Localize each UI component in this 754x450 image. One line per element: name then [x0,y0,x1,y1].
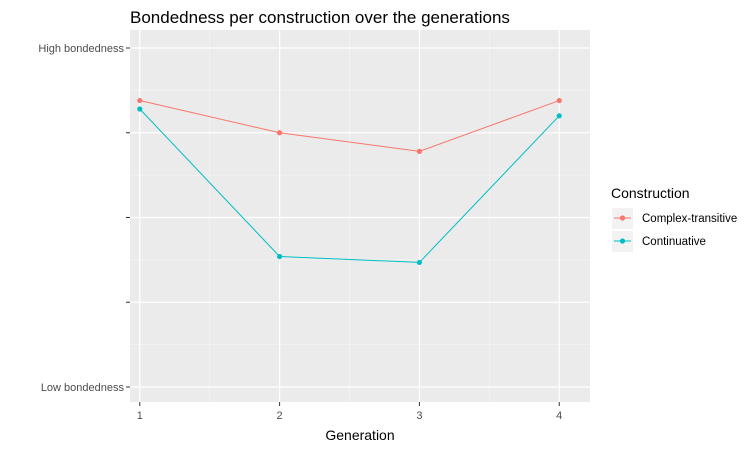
data-point [137,106,143,112]
data-point [556,113,562,119]
data-point [277,253,283,260]
legend-items: Complex-transitive Continuative [612,208,737,252]
plot-panel [130,30,590,402]
major-gridlines [130,30,590,402]
y-tick-label: Low bondedness [41,382,125,394]
data-point [416,259,423,266]
legend-title: Construction [611,185,690,201]
x-axis: 1 2 3 4 [137,402,562,422]
data-point [277,130,283,136]
y-axis: Low bondedness High bondedness [38,43,130,394]
legend: Construction Complex-transitive Continuat… [611,185,737,252]
x-axis-title: Generation [325,427,394,443]
legend-key-point [619,238,626,244]
x-tick-label: 4 [556,410,562,422]
legend-label: Continuative [642,236,706,248]
series-line-continuative [139,108,560,263]
x-tick-label: 2 [277,410,283,422]
data-point [416,148,423,154]
legend-label: Complex-transitive [642,213,737,225]
legend-key-point [619,215,626,221]
y-tick-label: High bondedness [38,43,124,55]
chart-title: Bondedness per construction over the gen… [130,8,510,27]
series-line-complex-transitive [139,100,560,152]
x-tick-label: 1 [137,410,143,422]
x-tick-label: 3 [416,410,422,422]
data-point [556,97,562,104]
data-point [137,97,143,104]
series-layer [137,97,562,266]
